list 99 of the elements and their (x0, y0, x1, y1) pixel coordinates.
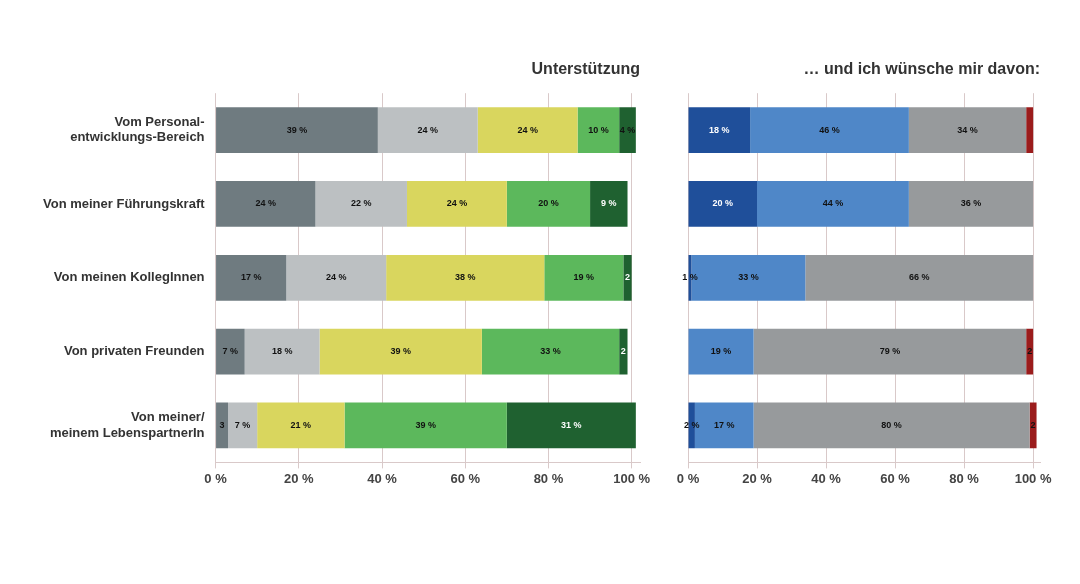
data-label: 39 % (286, 124, 308, 135)
x-tick-label: 60 % (450, 470, 481, 486)
y-tick-label: Von meinen KollegInnen (53, 269, 205, 285)
data-label: 2 (1030, 419, 1036, 430)
data-label: 19 % (710, 346, 732, 357)
bar (257, 402, 345, 449)
bar (623, 254, 632, 301)
data-label: 33 % (738, 272, 759, 283)
bar (1029, 402, 1037, 449)
data-label: 22 % (350, 198, 372, 209)
data-label: 38 % (454, 272, 476, 283)
bar (590, 181, 628, 227)
data-label: 31 % (561, 419, 582, 430)
data-label: 1 % (682, 272, 698, 283)
bar (377, 107, 478, 154)
bar (386, 254, 545, 301)
bar (1026, 328, 1034, 375)
data-label: 80 % (881, 419, 902, 430)
data-label: 46 % (819, 124, 840, 135)
bar (315, 181, 407, 227)
bar (753, 328, 1027, 375)
bar (750, 107, 909, 154)
bar (216, 107, 378, 154)
x-tick-label: 40 % (811, 470, 842, 486)
bar (406, 181, 507, 227)
bar (344, 402, 507, 449)
bar (757, 181, 909, 227)
data-label: 34 % (957, 124, 978, 135)
x-tick-label: 100 % (613, 470, 651, 486)
y-tick-label: Von meiner Führungskraft (42, 195, 206, 211)
data-label: 19 % (573, 272, 595, 283)
data-label: 39 % (390, 346, 411, 357)
y-tick-label: Von meiner/ meinem LebenspartnerIn (49, 409, 205, 440)
x-tick-label: 20 % (283, 470, 315, 486)
bar (908, 107, 1027, 154)
data-label: 7 % (222, 346, 239, 357)
bar (216, 181, 316, 227)
bar (319, 328, 482, 375)
data-label: 2 (625, 272, 631, 283)
y-tick-label: Vom Personal- entwicklungs-Bereich (70, 113, 205, 145)
x-tick-label: 80 % (533, 470, 564, 486)
data-label: 66 % (908, 272, 930, 283)
bar (481, 328, 620, 375)
bar (805, 254, 1034, 301)
x-tick-label: 0 % (676, 470, 700, 486)
bar (688, 107, 751, 154)
bar (216, 254, 287, 301)
data-label: 24 % (255, 198, 276, 209)
bar (753, 402, 1030, 449)
data-label: 24 % (325, 272, 347, 283)
data-label: 36 % (960, 198, 982, 209)
x-tick-label: 20 % (742, 470, 773, 486)
x-tick-label: 40 % (367, 470, 398, 486)
chart-title: Unterstützung (531, 60, 640, 78)
bar (688, 181, 758, 227)
bar (216, 402, 229, 449)
data-label: 18 % (709, 124, 730, 135)
x-tick-label: 80 % (949, 470, 980, 486)
data-label: 20 % (538, 198, 559, 209)
data-label: 17 % (713, 419, 735, 430)
data-label: 17 % (240, 272, 262, 283)
data-label: 39 % (415, 419, 436, 430)
data-label: 21 % (290, 419, 312, 430)
bar (244, 328, 320, 375)
x-tick-label: 100 % (1014, 470, 1052, 486)
bar (908, 181, 1034, 227)
data-label: 9 % (601, 198, 617, 209)
data-label: 2 (1027, 346, 1033, 357)
data-label: 4 % (619, 124, 636, 135)
data-label: 44 % (822, 198, 844, 209)
x-tick-label: 0 % (204, 470, 228, 486)
bar (506, 402, 636, 449)
data-label: 24 % (446, 198, 468, 209)
y-tick-label: Von privaten Freunden (63, 343, 205, 359)
bar (286, 254, 387, 301)
data-label: 3 (219, 419, 225, 430)
bar (477, 107, 578, 154)
bar (506, 181, 591, 227)
bar (1026, 107, 1034, 154)
bar (577, 107, 620, 154)
bar (216, 328, 245, 375)
data-label: 79 % (879, 346, 901, 357)
bar (619, 328, 628, 375)
data-label: 20 % (712, 198, 734, 209)
data-label: 24 % (417, 124, 439, 135)
data-label: 7 % (234, 419, 251, 430)
bar (688, 328, 754, 375)
chart-title: … und ich wünsche mir davon: (803, 60, 1040, 78)
data-label: 2 % (683, 419, 700, 430)
data-label: 18 % (271, 346, 293, 357)
bar (228, 402, 258, 449)
bar (619, 107, 636, 154)
bar (544, 254, 624, 301)
data-label: 2 (620, 346, 626, 357)
data-label: 10 % (588, 124, 609, 135)
x-tick-label: 60 % (880, 470, 911, 486)
bar (691, 254, 806, 301)
data-label: 33 % (540, 346, 561, 357)
data-label: 24 % (517, 124, 538, 135)
